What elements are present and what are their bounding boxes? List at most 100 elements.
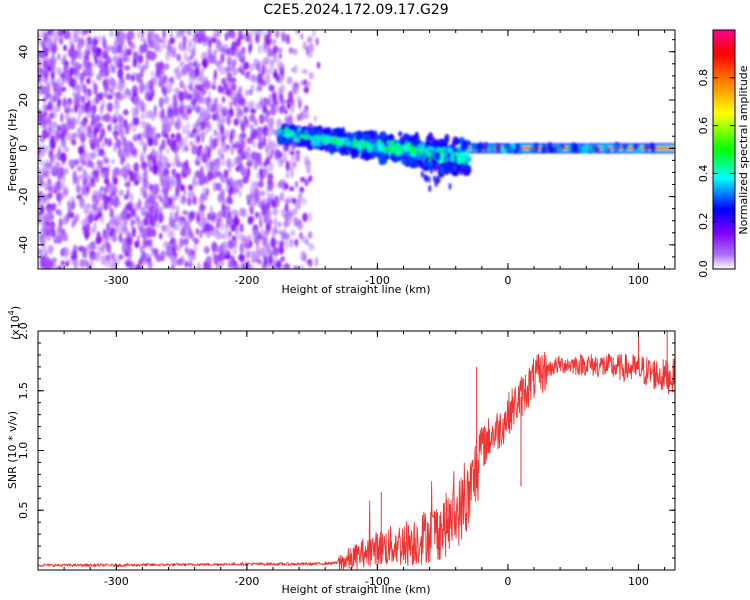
- heatmap-cell: [122, 207, 129, 215]
- heatmap-cell: [251, 191, 257, 199]
- heatmap-cell: [312, 30, 316, 38]
- heatmap-cell: [302, 212, 308, 222]
- heatmap-cell: [154, 150, 159, 157]
- heatmap-cell: [192, 255, 197, 261]
- heatmap-cell: [114, 132, 118, 141]
- heatmap-cell: [225, 215, 233, 226]
- snr-scale-suffix: ): [9, 306, 22, 310]
- heatmap-cell: [107, 163, 111, 172]
- heatmap-cell: [47, 116, 51, 125]
- heatmap-cell: [120, 130, 125, 141]
- heatmap-cell: [124, 65, 131, 71]
- heatmap-cell: [288, 149, 294, 156]
- heatmap-cell: [313, 136, 319, 145]
- heatmap-cell: [155, 42, 160, 50]
- heatmap-cell: [123, 194, 129, 200]
- heatmap-cell: [300, 176, 306, 183]
- heatmap-cell: [464, 165, 469, 171]
- heatmap-cell: [250, 258, 258, 264]
- heatmap-cell: [294, 180, 299, 189]
- heatmap-cell: [81, 159, 87, 166]
- heatmap-cell: [264, 75, 271, 86]
- heatmap-cell: [308, 71, 314, 80]
- heatmap-cell: [83, 65, 90, 76]
- heatmap-cell: [222, 96, 226, 104]
- heatmap-cell: [283, 133, 292, 138]
- heatmap-cell: [134, 202, 139, 212]
- heatmap-cell: [63, 246, 70, 257]
- y-tick-label: -20: [17, 188, 30, 206]
- heatmap-cell: [242, 208, 248, 218]
- heatmap-cell: [92, 118, 97, 125]
- heatmap-cell: [316, 61, 321, 69]
- heatmap-cell: [164, 158, 169, 170]
- heatmap-cell: [316, 130, 321, 136]
- heatmap-cell: [48, 231, 52, 242]
- heatmap-cell: [102, 187, 109, 193]
- heatmap-cell: [240, 46, 246, 55]
- heatmap-cell: [221, 158, 226, 167]
- heatmap-cell: [100, 185, 104, 192]
- heatmap-cell: [163, 123, 171, 129]
- heatmap-cell: [265, 126, 273, 138]
- heatmap-cell: [129, 247, 133, 254]
- heatmap-cell: [169, 37, 175, 45]
- heatmap-cell: [205, 256, 212, 264]
- heatmap-cell: [213, 254, 219, 265]
- figure-title: C2E5.2024.172.09.17.G29: [263, 2, 448, 18]
- heatmap-cell: [280, 125, 285, 131]
- heatmap-cell: [167, 175, 174, 183]
- heatmap-cell: [179, 30, 186, 37]
- colorbar: 0.0 0.2 0.4 0.6 0.8 Normalized spectral ampl…: [697, 29, 750, 278]
- heatmap-cell: [214, 69, 217, 80]
- heatmap-cell: [288, 47, 294, 54]
- svg-text:(x104): (x104): [7, 306, 22, 340]
- heatmap-cell: [297, 194, 303, 203]
- heatmap-cell: [163, 95, 170, 104]
- heatmap-cell: [43, 181, 49, 189]
- heatmap-cell: [160, 224, 167, 231]
- heatmap-cell: [173, 223, 180, 231]
- heatmap-cell: [162, 88, 168, 96]
- heatmap-cell: [262, 197, 266, 208]
- heatmap-cell: [111, 47, 119, 55]
- heatmap-cell: [139, 245, 143, 253]
- heatmap-cell: [95, 235, 103, 244]
- heatmap-cell: [308, 211, 313, 223]
- heatmap-cell: [108, 137, 112, 145]
- heatmap-cell: [244, 171, 249, 182]
- heatmap-cell: [191, 128, 198, 134]
- heatmap-cell: [288, 136, 294, 143]
- heatmap-cell: [38, 59, 42, 68]
- heatmap-cell: [191, 144, 198, 155]
- heatmap-cell: [271, 143, 279, 154]
- heatmap-cell: [61, 86, 67, 92]
- heatmap-cell: [307, 140, 313, 150]
- heatmap-cell: [238, 253, 245, 262]
- heatmap-cell: [133, 95, 141, 106]
- colorbar-label: Normalized spectral amplitude: [737, 65, 750, 234]
- heatmap-cell: [134, 263, 141, 269]
- heatmap-cell: [40, 149, 46, 158]
- heatmap-cell: [185, 246, 188, 255]
- heatmap-cell: [234, 217, 240, 227]
- heatmap-cell: [188, 39, 192, 48]
- heatmap-cell: [123, 215, 129, 226]
- heatmap-cell: [374, 134, 382, 140]
- heatmap-cell: [251, 228, 258, 239]
- heatmap-cell: [186, 128, 191, 140]
- heatmap-cell: [95, 75, 102, 81]
- heatmap-cell: [38, 153, 41, 164]
- heatmap-cell: [196, 118, 200, 128]
- x-tick-label: 0: [504, 274, 511, 287]
- heatmap-cell: [77, 174, 85, 180]
- heatmap-cell: [114, 122, 119, 131]
- heatmap-cell: [57, 98, 62, 107]
- heatmap-cell: [173, 138, 177, 150]
- x-tick-label: -100: [365, 575, 390, 588]
- heatmap-cell: [119, 94, 123, 101]
- heatmap-cell: [184, 223, 188, 232]
- heatmap-cell: [220, 197, 226, 207]
- heatmap-cell: [73, 159, 80, 166]
- heatmap-cell: [191, 233, 195, 242]
